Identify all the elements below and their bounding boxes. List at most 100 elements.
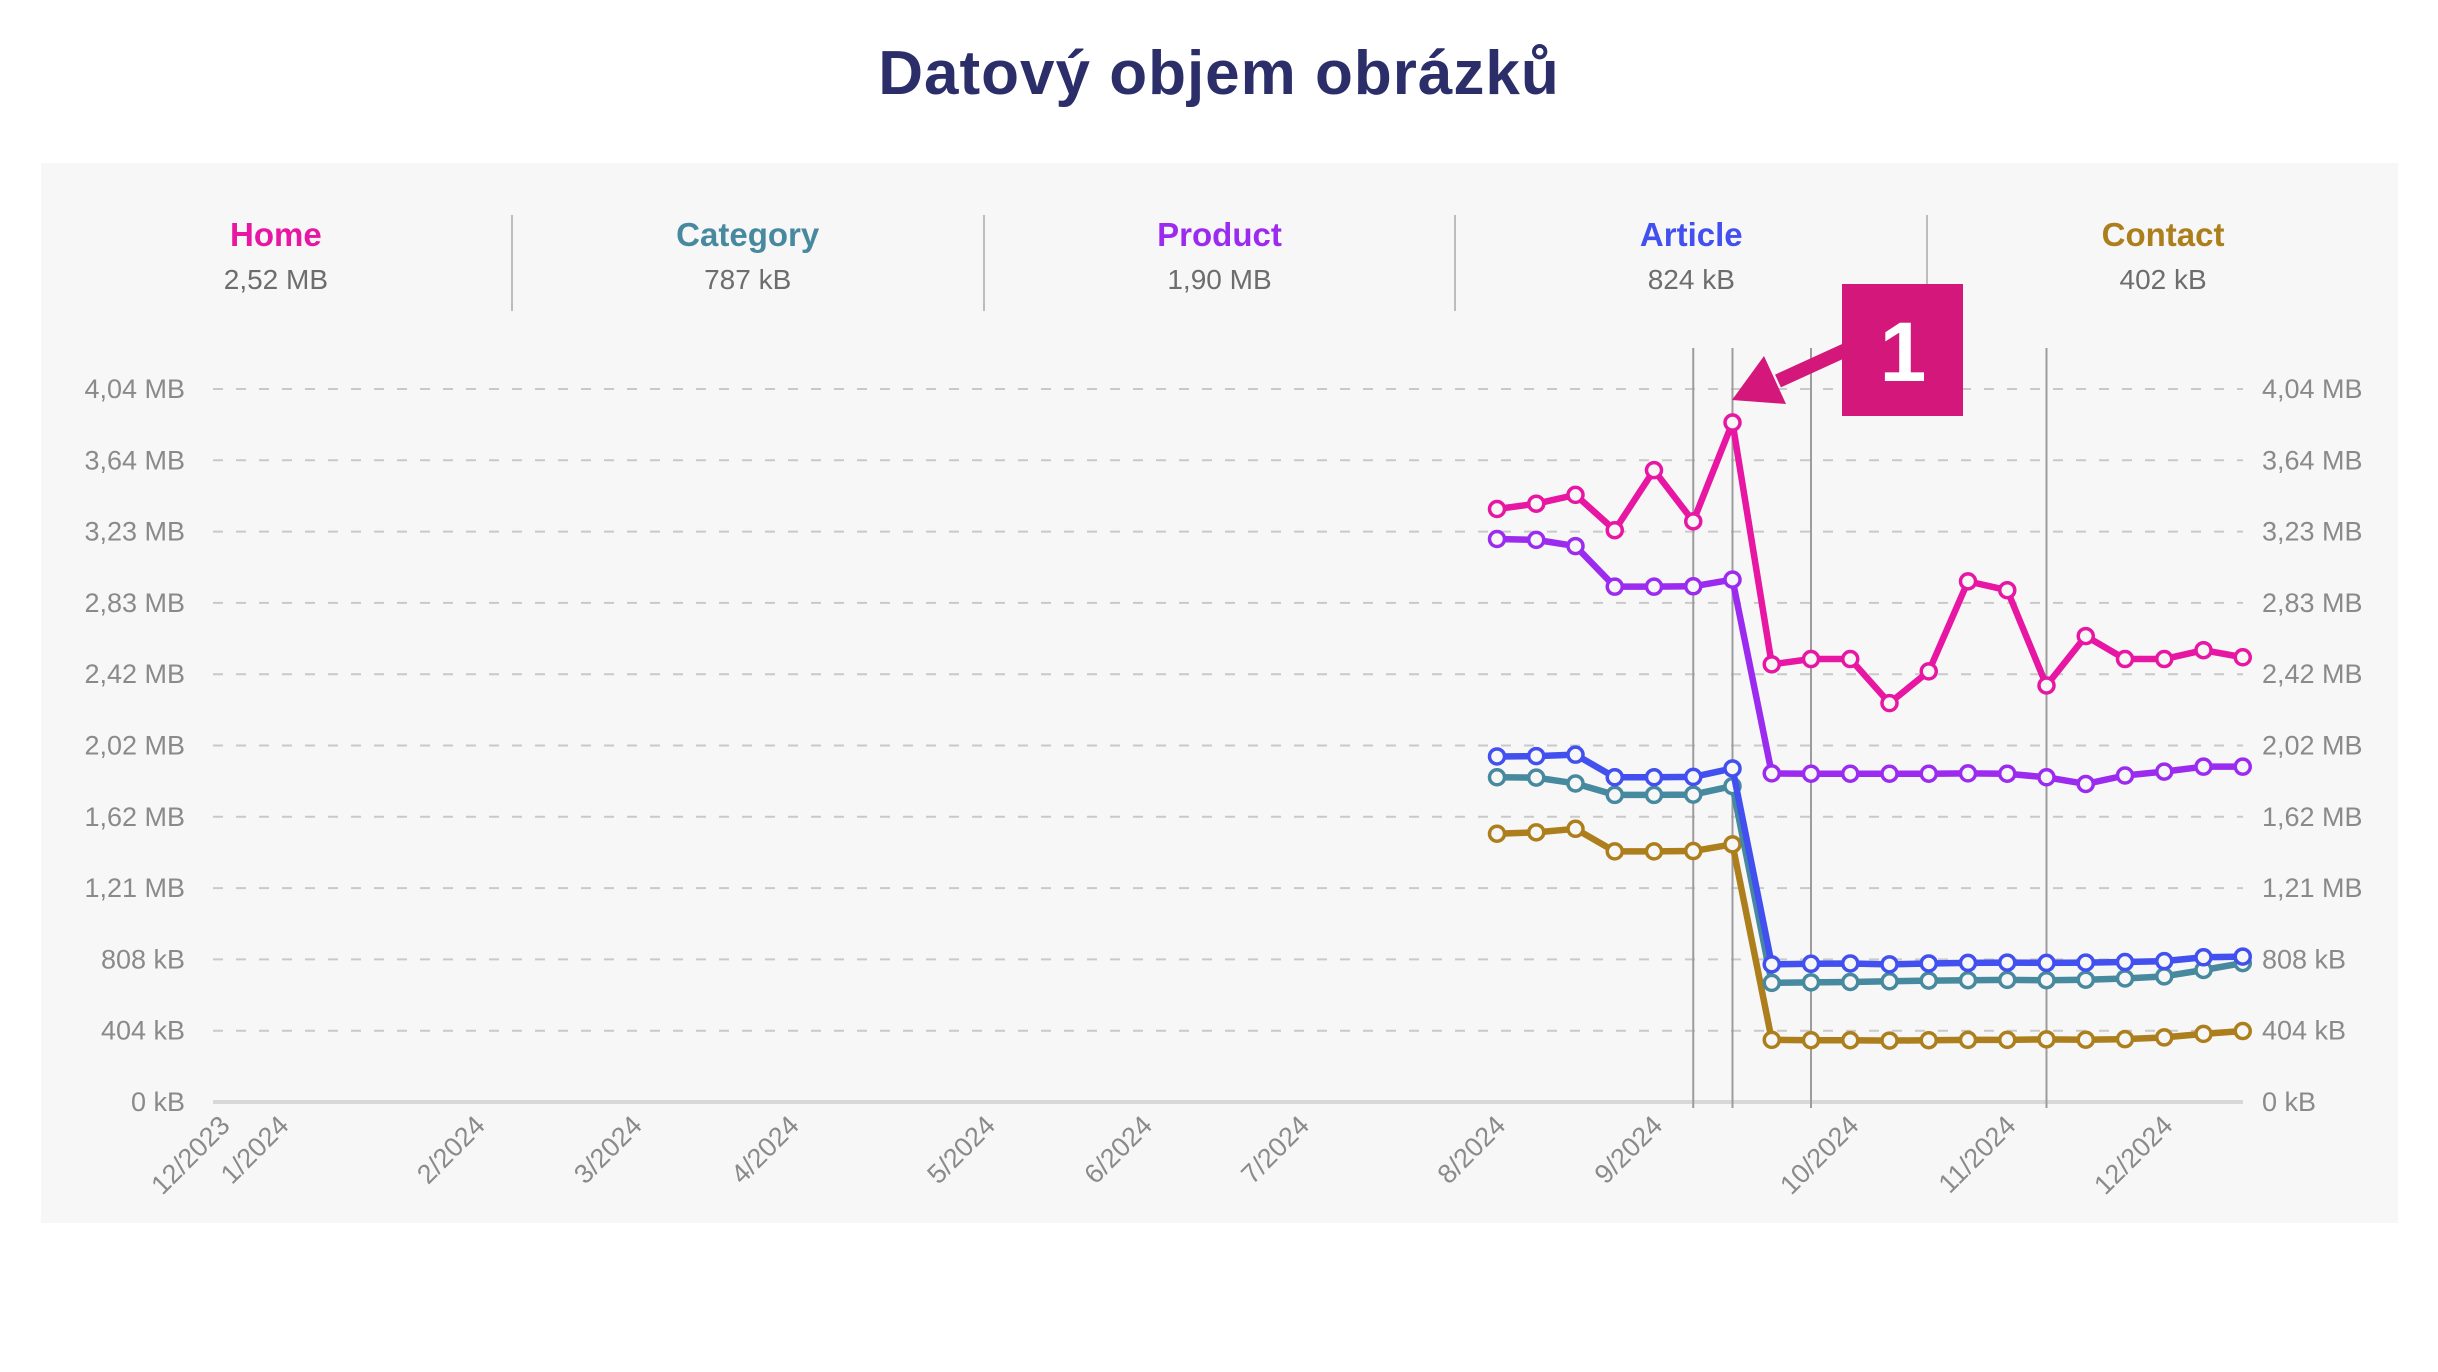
data-point-home[interactable] (1762, 655, 1781, 674)
data-point-product[interactable] (1801, 764, 1821, 783)
data-point-category[interactable] (1841, 972, 1860, 992)
data-point-product[interactable] (1723, 570, 1742, 589)
legend-item-article[interactable]: Article 824 kB (1456, 215, 1929, 311)
data-point-contact[interactable] (1801, 1030, 1821, 1050)
data-point-article[interactable] (1487, 747, 1507, 766)
data-point-category[interactable] (1684, 785, 1703, 804)
data-point-article[interactable] (1958, 953, 1978, 973)
series-line-contact[interactable] (1493, 825, 2246, 1044)
legend-item-home[interactable]: Home 2,52 MB (41, 215, 513, 311)
data-point-category[interactable] (1958, 970, 1978, 990)
data-point-home[interactable] (2194, 640, 2213, 660)
data-point-article[interactable] (1841, 954, 1860, 973)
data-point-category[interactable] (1880, 972, 1899, 991)
data-point-article[interactable] (1919, 954, 1938, 973)
data-point-home[interactable] (2155, 649, 2174, 669)
data-point-category[interactable] (1566, 774, 1585, 793)
data-point-category[interactable] (1644, 785, 1664, 805)
data-point-contact[interactable] (1958, 1030, 1978, 1050)
data-point-contact[interactable] (2115, 1029, 2135, 1049)
data-point-home[interactable] (2076, 626, 2095, 646)
data-point-product[interactable] (1958, 764, 1978, 783)
data-point-article[interactable] (2115, 952, 2135, 972)
data-point-contact[interactable] (1880, 1031, 1899, 1050)
data-point-article[interactable] (1998, 953, 2017, 972)
data-point-article[interactable] (2076, 953, 2095, 972)
legend-item-product[interactable]: Product 1,90 MB (985, 215, 1457, 311)
data-point-product[interactable] (2155, 762, 2174, 781)
data-point-contact[interactable] (2037, 1030, 2056, 1049)
data-point-home[interactable] (1487, 499, 1507, 519)
data-point-product[interactable] (1880, 764, 1899, 783)
data-point-article[interactable] (2233, 947, 2252, 966)
data-point-product[interactable] (1566, 536, 1585, 556)
legend-item-contact[interactable]: Contact 402 kB (1928, 215, 2398, 311)
data-point-contact[interactable] (1644, 842, 1664, 861)
data-point-contact[interactable] (2194, 1024, 2213, 1044)
data-point-article[interactable] (1605, 768, 1624, 787)
data-point-article[interactable] (2194, 948, 2213, 967)
data-point-home[interactable] (2037, 676, 2056, 695)
data-point-contact[interactable] (1527, 823, 1546, 842)
data-point-product[interactable] (1684, 577, 1703, 596)
data-point-article[interactable] (1801, 954, 1821, 974)
data-point-contact[interactable] (2076, 1030, 2095, 1049)
data-point-article[interactable] (1527, 746, 1546, 766)
data-point-home[interactable] (1998, 580, 2017, 600)
data-point-product[interactable] (1527, 530, 1546, 550)
data-point-category[interactable] (1487, 768, 1507, 787)
data-point-home[interactable] (1723, 413, 1742, 432)
data-point-product[interactable] (2076, 774, 2095, 794)
data-point-category[interactable] (1919, 971, 1938, 990)
data-point-contact[interactable] (1723, 835, 1742, 854)
data-point-home[interactable] (1684, 512, 1703, 531)
data-point-contact[interactable] (1566, 819, 1585, 839)
data-point-category[interactable] (1762, 973, 1781, 993)
data-point-article[interactable] (1762, 955, 1781, 974)
data-point-contact[interactable] (1841, 1030, 1860, 1050)
data-point-home[interactable] (1644, 460, 1664, 480)
data-point-article[interactable] (2037, 953, 2056, 973)
data-point-home[interactable] (1880, 693, 1899, 713)
series-line-category[interactable] (1493, 774, 2246, 987)
data-point-category[interactable] (1998, 970, 2017, 990)
data-point-category[interactable] (1527, 768, 1546, 787)
data-point-contact[interactable] (1919, 1030, 1938, 1050)
data-point-home[interactable] (1566, 485, 1585, 505)
data-point-product[interactable] (1998, 764, 2017, 783)
data-point-product[interactable] (1919, 764, 1938, 783)
data-point-home[interactable] (1801, 649, 1821, 669)
data-point-article[interactable] (1880, 955, 1899, 974)
data-point-product[interactable] (1762, 764, 1781, 783)
data-point-category[interactable] (2155, 967, 2174, 986)
data-point-product[interactable] (1487, 529, 1507, 549)
data-point-contact[interactable] (2155, 1028, 2174, 1047)
data-point-product[interactable] (1644, 577, 1664, 596)
data-point-home[interactable] (1919, 662, 1938, 681)
data-point-category[interactable] (1801, 973, 1821, 992)
data-point-category[interactable] (2115, 969, 2135, 988)
data-point-contact[interactable] (1998, 1030, 2017, 1050)
data-point-home[interactable] (1527, 494, 1546, 513)
data-point-home[interactable] (1958, 572, 1978, 591)
data-point-article[interactable] (1566, 745, 1585, 764)
data-point-product[interactable] (2115, 766, 2135, 785)
data-point-contact[interactable] (1605, 842, 1624, 861)
data-point-article[interactable] (1684, 767, 1703, 787)
data-point-product[interactable] (2037, 768, 2056, 787)
data-point-category[interactable] (1605, 785, 1624, 805)
legend-item-category[interactable]: Category 787 kB (513, 215, 985, 311)
series-line-article[interactable] (1493, 751, 2246, 968)
data-point-home[interactable] (1841, 649, 1860, 669)
data-point-contact[interactable] (2233, 1021, 2252, 1041)
data-point-product[interactable] (1605, 577, 1624, 596)
data-point-product[interactable] (1841, 764, 1860, 783)
data-point-contact[interactable] (1487, 824, 1507, 843)
data-point-category[interactable] (2076, 970, 2095, 989)
data-point-contact[interactable] (1684, 841, 1703, 861)
data-point-home[interactable] (2115, 649, 2135, 669)
data-point-article[interactable] (1723, 759, 1742, 778)
data-point-product[interactable] (2233, 757, 2252, 776)
data-point-product[interactable] (2194, 757, 2213, 776)
